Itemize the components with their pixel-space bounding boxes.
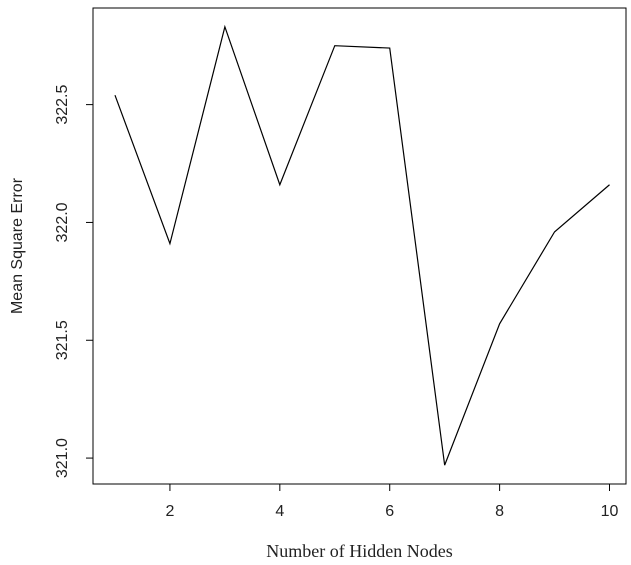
plot-area	[114, 24, 610, 466]
y-tick-label: 321.5	[54, 320, 71, 360]
series-line	[114, 24, 610, 466]
x-tick-label: 10	[601, 503, 619, 520]
y-tick-label: 322.0	[54, 202, 71, 242]
x-axis-title: Number of Hidden Nodes	[266, 541, 452, 561]
x-tick-label: 6	[385, 503, 394, 520]
axes: 2 4 6 8 10 321.0 321.5 322.0 322.5	[54, 7, 627, 520]
y-tick-label: 322.5	[54, 84, 71, 124]
x-tick-label: 8	[495, 503, 504, 520]
y-axis-title: Mean Square Error	[9, 177, 26, 314]
y-tick-label: 321.0	[54, 438, 71, 478]
x-tick-label: 2	[165, 503, 174, 520]
plot-frame	[92, 7, 627, 485]
x-tick-label: 4	[275, 503, 284, 520]
